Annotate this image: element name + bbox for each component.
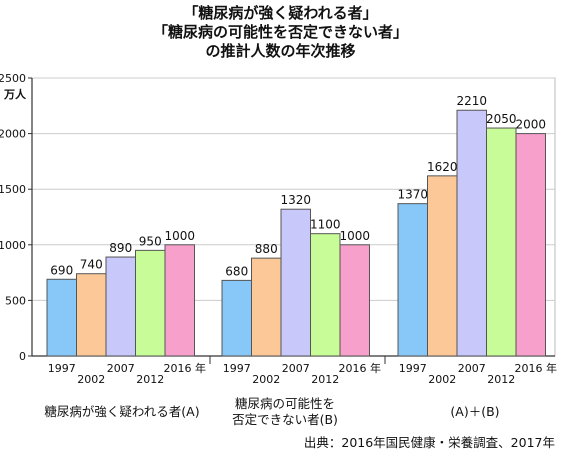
- x-tick-label-g3-4: 2012: [487, 373, 515, 386]
- data-label-g1-4: 950: [139, 234, 162, 248]
- x-tick-label-g1-4: 2012: [136, 373, 164, 386]
- x-tick-label-g3-3: 2007: [458, 362, 486, 375]
- data-label-g3-5: 2000: [515, 118, 546, 132]
- data-label-g2-5: 1000: [339, 229, 370, 243]
- source-note: 出典：2016年国民健康・栄養調査、2017年: [303, 435, 555, 450]
- x-tick-label-g1-1: 1997: [48, 362, 76, 375]
- y-tick-label-500: 500: [5, 294, 26, 307]
- x-tick-label-g1-3: 2007: [107, 362, 135, 375]
- bar-g2-1: [221, 279, 252, 357]
- x-tick-label-g3-5: 2016 年: [515, 361, 558, 375]
- bar-g1-5: [164, 244, 195, 357]
- data-label-g3-3: 2210: [456, 94, 487, 108]
- bar-g2-3: [280, 208, 311, 357]
- data-label-g2-1: 680: [225, 264, 248, 278]
- group-label-a: 糖尿病が強く疑われる者(A): [44, 404, 200, 419]
- group-label-b: 糖尿病の可能性を 否定できない者(B): [232, 396, 338, 427]
- y-tick-label-1500: 1500: [0, 183, 26, 196]
- x-tick-label-g2-2: 2002: [252, 373, 280, 386]
- group-label-ab: (A)＋(B): [450, 404, 500, 419]
- bar-g3-1: [397, 203, 428, 357]
- bar-g1-4: [135, 249, 166, 357]
- data-label-g3-2: 1620: [427, 160, 458, 174]
- y-tick-label-0: 0: [19, 350, 26, 363]
- x-tick-label-g1-5: 2016 年: [164, 361, 207, 375]
- chart-title-line-1: 「糖尿病が強く疑われる者」: [183, 4, 378, 22]
- bar-g1-2: [76, 273, 107, 357]
- bar-g2-2: [251, 257, 282, 357]
- y-tick-label-2500: 2500: [0, 72, 26, 85]
- x-tick-label-g2-3: 2007: [282, 362, 310, 375]
- y-unit-label: 万人: [4, 88, 26, 101]
- bar-g3-4: [486, 127, 517, 357]
- bar-g1-3: [105, 256, 136, 357]
- data-label-g3-1: 1370: [397, 188, 428, 202]
- data-label-g2-4: 1100: [310, 218, 341, 232]
- data-label-g1-5: 1000: [164, 229, 195, 243]
- data-label-g3-4: 2050: [486, 112, 517, 126]
- bar-g1-1: [46, 278, 77, 357]
- data-label-g2-3: 1320: [280, 193, 311, 207]
- x-tick-label-g1-2: 2002: [77, 373, 105, 386]
- bar-g3-2: [427, 175, 458, 357]
- bar-g3-5: [515, 133, 546, 357]
- bar-g2-5: [339, 244, 370, 357]
- x-tick-label-g2-4: 2012: [311, 373, 339, 386]
- chart-title-line-3: の推計人数の年次推移: [205, 42, 356, 60]
- x-tick-label-g3-2: 2002: [428, 373, 456, 386]
- chart-title-line-2: 「糖尿病の可能性を否定できない者」: [152, 23, 408, 41]
- bar-g3-3: [456, 109, 487, 357]
- x-tick-label-g2-1: 1997: [223, 362, 251, 375]
- x-tick-label-g2-5: 2016 年: [339, 361, 382, 375]
- y-tick-label-1000: 1000: [0, 239, 26, 252]
- data-label-g1-1: 690: [50, 263, 73, 277]
- data-label-g1-3: 890: [109, 241, 132, 255]
- data-label-g2-2: 880: [255, 242, 278, 256]
- x-tick-label-g3-1: 1997: [399, 362, 427, 375]
- data-label-g1-2: 740: [80, 258, 103, 272]
- y-tick-label-2000: 2000: [0, 128, 26, 141]
- bar-g2-4: [310, 233, 341, 357]
